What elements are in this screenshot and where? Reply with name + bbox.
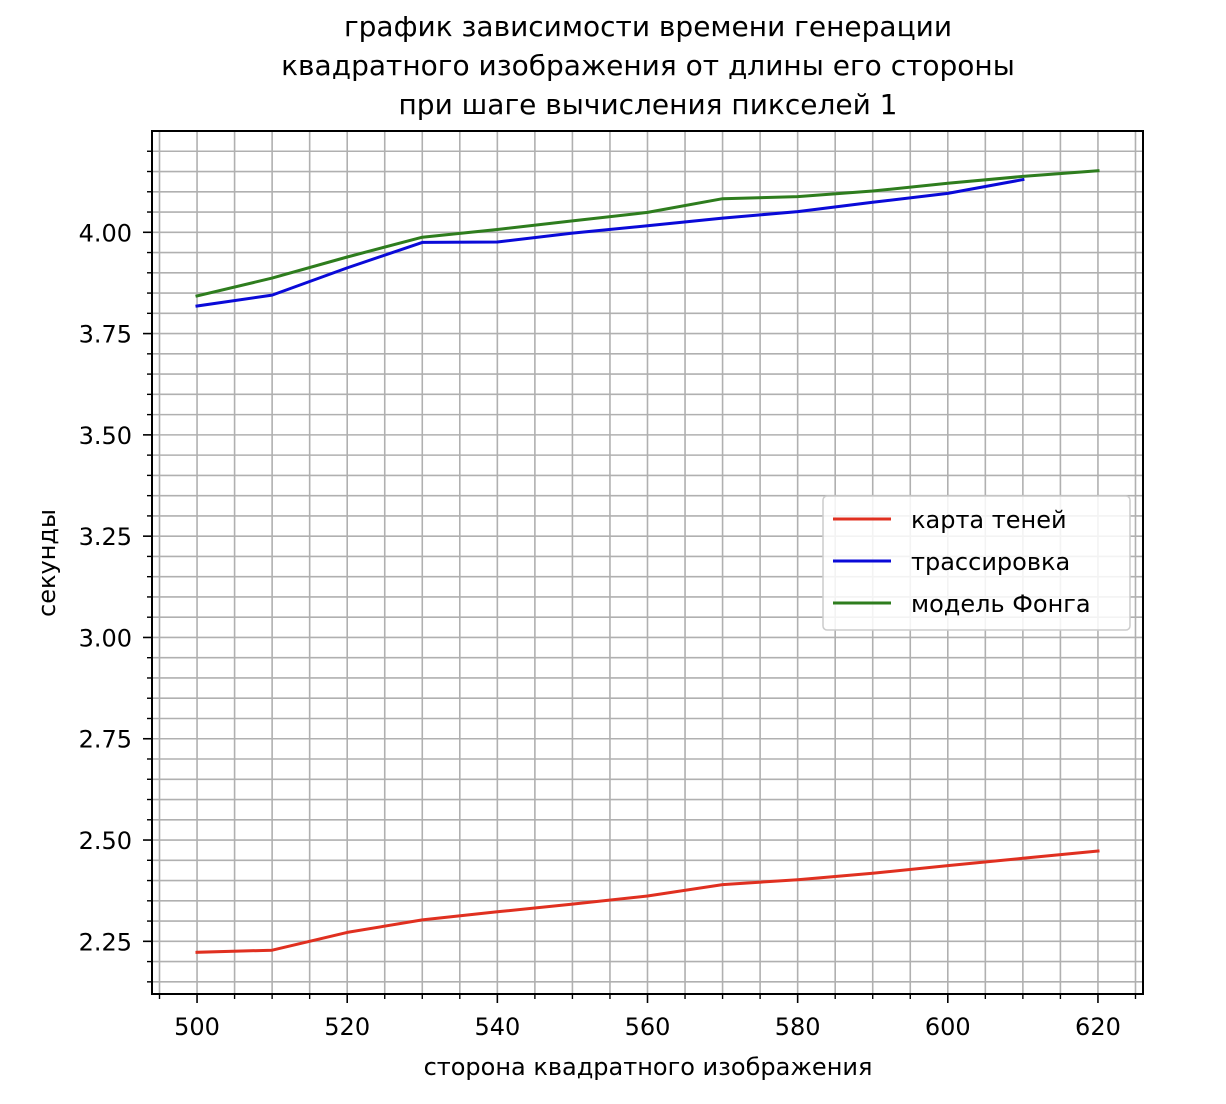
x-axis-label: сторона квадратного изображения — [424, 1053, 873, 1081]
x-tick-label: 600 — [925, 1013, 971, 1041]
legend-box — [822, 495, 1131, 631]
chart-title: график зависимости времени генерации ква… — [281, 10, 1015, 121]
x-tick-label: 580 — [775, 1013, 821, 1041]
y-tick-label: 3.25 — [79, 523, 132, 551]
chart-title-line-2: квадратного изображения от длины его сто… — [281, 49, 1015, 82]
y-tick-label: 2.50 — [79, 827, 132, 855]
x-tick-label: 520 — [324, 1013, 370, 1041]
axis-ticks: 500 520 540 560 580 600 620 2.25 2.50 2.75 3.00 3.2… — [79, 150, 1137, 1041]
legend-label-shadow-map: карта теней — [911, 506, 1067, 534]
x-tick-label: 560 — [625, 1013, 671, 1041]
x-tick-label: 620 — [1075, 1013, 1121, 1041]
series-line-phong-model — [195, 169, 1100, 298]
y-tick-label: 2.75 — [79, 726, 132, 754]
y-tick-label: 4.00 — [79, 219, 132, 247]
legend-label-ray-tracing: трассировка — [911, 548, 1070, 576]
y-tick-label: 3.75 — [79, 321, 132, 349]
y-tick-label: 3.00 — [79, 624, 132, 652]
chart-title-line-3: при шаге вычисления пикселей 1 — [399, 88, 898, 121]
series-line-shadow-map — [195, 849, 1100, 954]
x-tick-label: 500 — [174, 1013, 220, 1041]
legend: карта теней трассировка модель Фонга — [822, 495, 1131, 631]
legend-label-phong-model: модель Фонга — [911, 590, 1091, 618]
y-axis-label: секунды — [33, 509, 61, 617]
y-tick-label: 2.25 — [79, 928, 132, 956]
x-tick-label: 540 — [474, 1013, 520, 1041]
series-line-ray-tracing — [195, 177, 1025, 308]
y-tick-label: 3.50 — [79, 422, 132, 450]
chart-title-line-1: график зависимости времени генерации — [344, 10, 952, 43]
series-lines — [195, 169, 1100, 954]
